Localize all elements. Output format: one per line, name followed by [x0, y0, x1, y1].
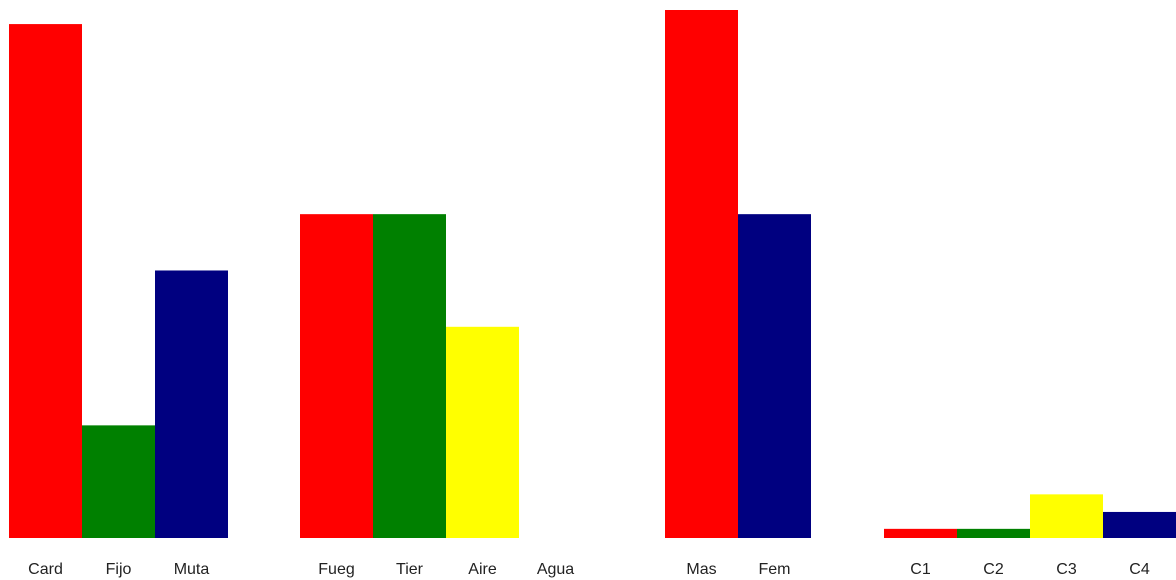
chart-group-element: Fueg Tier Aire Agua — [300, 214, 574, 578]
bar-fijo — [82, 425, 155, 538]
tick-label-c4: C4 — [1129, 561, 1150, 578]
bar-fueg — [300, 214, 373, 538]
tick-label-agua: Agua — [537, 561, 574, 578]
tick-label-c2: C2 — [983, 561, 1004, 578]
chart-group-quadrant: C1 C2 C3 C4 — [884, 494, 1176, 578]
bar-c2 — [957, 528, 1030, 538]
tick-label-c1: C1 — [910, 561, 931, 578]
chart-group-polarity: Mas Fem — [665, 10, 811, 578]
bar-tier — [373, 214, 446, 538]
tick-label-c3: C3 — [1056, 561, 1077, 578]
chart-group-modality: Card Fijo Muta — [9, 24, 228, 578]
tick-label-mas: Mas — [686, 561, 716, 578]
bar-fem — [738, 214, 811, 538]
bar-c1 — [884, 528, 957, 538]
tick-label-muta: Muta — [174, 561, 210, 578]
tick-label-fueg: Fueg — [318, 561, 354, 578]
tick-label-card: Card — [28, 561, 63, 578]
tick-label-fijo: Fijo — [106, 561, 132, 578]
tick-label-tier: Tier — [396, 561, 424, 578]
bar-muta — [155, 270, 228, 538]
bar-c4 — [1103, 511, 1176, 538]
tick-label-fem: Fem — [759, 561, 791, 578]
bar-c3 — [1030, 494, 1103, 538]
tick-label-aire: Aire — [468, 561, 497, 578]
bar-card — [9, 24, 82, 538]
bar-aire — [446, 326, 519, 538]
bar-mas — [665, 10, 738, 538]
